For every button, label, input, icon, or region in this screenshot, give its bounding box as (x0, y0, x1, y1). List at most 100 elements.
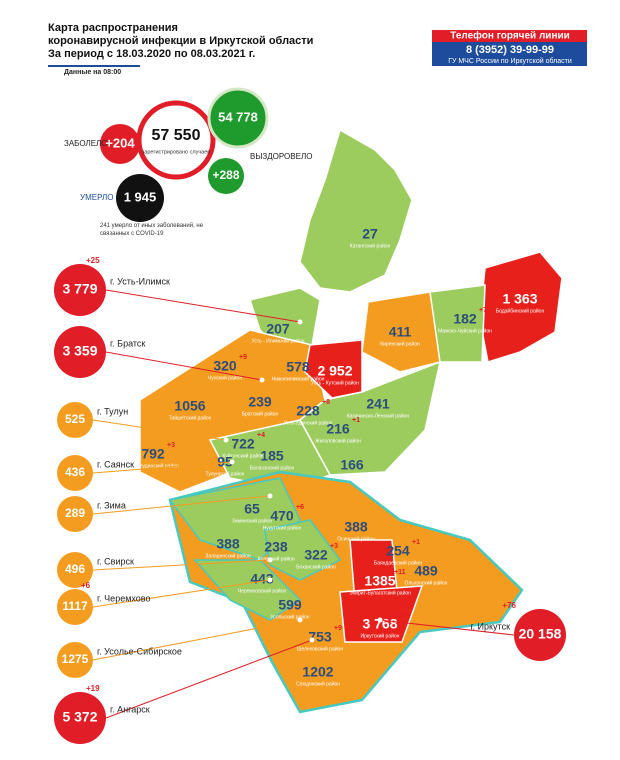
city-leader (92, 419, 227, 441)
district-name: Куйтунский район (222, 452, 264, 459)
district-delta: +3 (167, 442, 175, 449)
total-note: зарегистрировано случаев (142, 149, 211, 155)
city-name: г. Саянск (97, 459, 134, 469)
city-bubble (57, 496, 93, 532)
district-value: 216 (326, 421, 350, 437)
recovered-label: ВЫЗДОРОВЕЛО (250, 152, 312, 161)
city-name: г. Усть-Илимск (110, 276, 170, 286)
title-line: коронавирусной инфекции в Иркутской обла… (48, 35, 314, 47)
district-value: 320 (213, 358, 237, 374)
city-value: 525 (65, 412, 85, 426)
district-value: 388 (216, 536, 240, 552)
region (361, 291, 441, 373)
city-value: 1117 (62, 599, 88, 613)
infected-new-bubble (100, 124, 140, 164)
summary: ЗАБОЛЕЛО +204 57 550 зарегистрировано сл… (64, 87, 312, 237)
region (193, 559, 302, 621)
city-leader (92, 619, 301, 661)
district-name: Слюдянский район (296, 680, 340, 687)
district-delta: +9 (239, 354, 247, 361)
district-name: Боханский район (296, 563, 336, 570)
district-name: Казачинско-Ленский район (347, 412, 410, 419)
district-name: Мамско-Чуйский район (438, 327, 492, 334)
city-leader (92, 461, 233, 474)
died-note: 241 умерло от иных заболеваний, не связа… (100, 223, 204, 237)
district-delta: +8 (322, 399, 330, 406)
city-dot (267, 557, 273, 563)
district-name: Чунский район (208, 374, 242, 381)
district-value: 1202 (302, 664, 333, 680)
district-delta: +11 (394, 569, 406, 576)
district-value: 185 (260, 448, 284, 464)
district-name: Усольский район (270, 613, 309, 620)
district-value: 1056 (174, 398, 205, 414)
city-name: г. Иркутск (470, 621, 510, 631)
city-bubble (57, 552, 93, 588)
city-name: г. Черемхово (97, 593, 150, 603)
region (339, 585, 424, 643)
district-name: Тулунский район (206, 470, 245, 477)
district-name: Бодайбинский район (496, 307, 545, 314)
district-delta: +1 (352, 417, 360, 424)
district-value: 207 (266, 321, 290, 337)
district-name: Заларинский район (205, 552, 251, 559)
title-line: Карта распространения (48, 22, 178, 34)
city-leader (92, 495, 271, 515)
district-name: Жигаловский район (315, 437, 361, 444)
region (299, 128, 413, 293)
city-value: 496 (65, 562, 85, 576)
district-name: Ольхонский район (405, 579, 448, 586)
district-delta: +9 (334, 625, 342, 632)
district-delta: +16 (394, 612, 406, 619)
recovered-bubble (207, 87, 269, 149)
district-value: 228 (296, 403, 320, 419)
district-value: 470 (270, 508, 294, 524)
city-value: 20 158 (519, 626, 562, 642)
data-time: Данные на 08:00 (64, 69, 121, 76)
district-value: 65 (244, 501, 260, 517)
hotline-bar (432, 30, 587, 42)
title-box: Карта распространения коронавирусной инф… (48, 22, 314, 60)
city-value: 3 359 (62, 343, 97, 359)
city-delta: +25 (86, 256, 100, 265)
district-name: Черемховский район (238, 587, 287, 594)
district-delta: +6 (296, 504, 304, 511)
district-value: 166 (340, 457, 364, 473)
district-value: 489 (414, 563, 438, 579)
city-delta: +19 (86, 684, 100, 693)
city-bubble (57, 455, 93, 491)
recovered-new-bubble (208, 158, 244, 194)
district-value: 1385 (364, 573, 395, 589)
city-value: 436 (65, 465, 85, 479)
died-label: УМЕРЛО (80, 193, 113, 202)
district-name: Нижнеудинский район (127, 462, 179, 469)
city-dot (377, 617, 383, 623)
city-name: г. Тулун (97, 406, 128, 416)
city-delta: +6 (81, 581, 91, 590)
district-name: Шелеховский район (297, 645, 343, 652)
district-value: 388 (344, 519, 368, 535)
district-name: Аларский район (257, 555, 295, 562)
title-line: За период с 18.03.2020 по 08.03.2021 г. (48, 48, 256, 60)
district-value: 599 (278, 597, 302, 613)
district-value: 27 (362, 226, 378, 242)
district-name: Балаганский район (250, 464, 295, 471)
district-value: 254 (386, 543, 410, 559)
died: 1 945 (124, 189, 157, 204)
total: 57 550 (152, 127, 201, 144)
died-note-box: 241 умерло от иных заболеваний, не связа… (100, 223, 204, 237)
city-value: 289 (65, 506, 85, 520)
hotline-phone: 8 (3952) 39-99-99 (466, 44, 554, 56)
district-value: 792 (141, 446, 165, 462)
district-value: 2 952 (317, 363, 352, 379)
city-leader (105, 289, 301, 323)
district-name: Эхирит-Булагатский район (349, 589, 411, 596)
hotline-title: Телефон горячей линии (450, 30, 570, 42)
district-value: 722 (231, 436, 255, 452)
city-bubble (514, 609, 566, 661)
city-dot (297, 617, 303, 623)
district-value: 411 (389, 324, 412, 340)
died-bubble (116, 174, 164, 222)
district-value: 182 (453, 311, 477, 327)
